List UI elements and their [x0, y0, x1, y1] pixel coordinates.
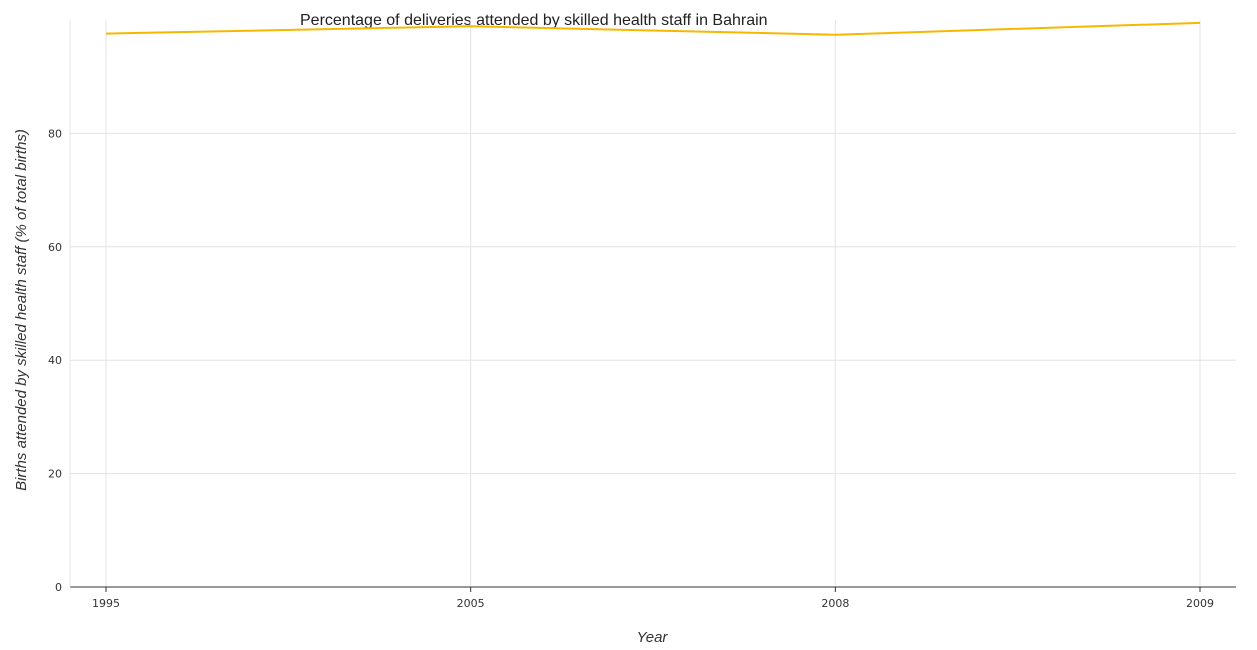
x-tick-label: 2009	[1186, 597, 1214, 610]
x-tick-label: 2005	[457, 597, 485, 610]
axes	[69, 20, 1236, 592]
y-tick-label: 20	[48, 468, 62, 481]
y-tick-label: 60	[48, 241, 62, 254]
grid-lines	[70, 20, 1236, 588]
chart-title: Percentage of deliveries attended by ski…	[300, 12, 768, 29]
y-tick-label: 80	[48, 127, 62, 140]
y-axis-label: Births attended by skilled health staff …	[13, 129, 30, 491]
y-tick-label: 40	[48, 354, 62, 367]
y-tick-label: 0	[55, 581, 62, 594]
x-tick-labels: 1995 2005 2008 2009	[92, 597, 1214, 610]
y-tick-labels: 0 20 40 60 80	[48, 127, 62, 594]
series-line	[105, 21, 1201, 36]
x-tick-label: 2008	[821, 597, 849, 610]
x-tick-label: 1995	[92, 597, 120, 610]
x-axis-label: Year	[637, 629, 669, 646]
